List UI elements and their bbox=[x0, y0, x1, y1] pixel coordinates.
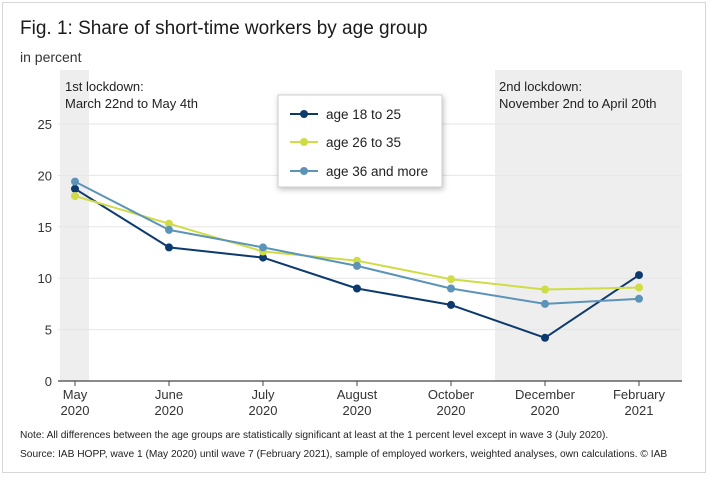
x-tick-label-year: 2020 bbox=[437, 403, 466, 418]
series-1-point bbox=[259, 253, 267, 262]
x-tick-label: February bbox=[613, 387, 666, 402]
series-1-point bbox=[165, 243, 173, 252]
x-tick-label: May bbox=[63, 387, 88, 402]
series-1-point bbox=[353, 284, 361, 293]
lockdown-2-label-line1: 2nd lockdown: bbox=[499, 79, 582, 94]
legend-label-2: age 26 to 35 bbox=[326, 135, 401, 150]
x-axis-ticks: May2020June2020July2020August2020October… bbox=[61, 381, 666, 418]
y-tick-label: 25 bbox=[38, 117, 52, 132]
y-axis-ticks: 0 5 10 15 20 25 bbox=[38, 117, 52, 389]
x-tick-label: December bbox=[515, 387, 576, 402]
series-3-point bbox=[353, 261, 361, 270]
series-3-point bbox=[447, 284, 455, 293]
lockdown-1-label-line1: 1st lockdown: bbox=[65, 79, 144, 94]
x-tick-label-year: 2020 bbox=[155, 403, 184, 418]
y-tick-label: 20 bbox=[38, 168, 52, 183]
series-2-point bbox=[447, 275, 455, 284]
x-tick-label-year: 2020 bbox=[531, 403, 560, 418]
lockdown-2-label-line2: November 2nd to April 20th bbox=[499, 96, 657, 111]
series-3-point bbox=[71, 177, 79, 186]
y-tick-label: 15 bbox=[38, 220, 52, 235]
series-1-point bbox=[447, 300, 455, 309]
series-3-point bbox=[165, 225, 173, 234]
chart-title: Fig. 1: Share of short-time workers by a… bbox=[20, 18, 428, 39]
y-tick-label: 5 bbox=[45, 323, 52, 338]
lockdown-1-label-line2: March 22nd to May 4th bbox=[65, 96, 198, 111]
x-tick-label: June bbox=[155, 387, 183, 402]
x-tick-label-year: 2020 bbox=[61, 403, 90, 418]
series-1-point bbox=[71, 184, 79, 193]
legend-label-1: age 18 to 25 bbox=[326, 107, 401, 122]
y-tick-label: 0 bbox=[45, 374, 52, 389]
legend: age 18 to 25 age 26 to 35 age 36 and mor… bbox=[277, 94, 443, 188]
series-3-point bbox=[259, 243, 267, 252]
series-2-point bbox=[165, 219, 173, 228]
series-2-point bbox=[71, 192, 79, 200]
x-tick-label-year: 2020 bbox=[249, 403, 278, 418]
chart-source: Source: IAB HOPP, wave 1 (May 2020) unti… bbox=[20, 449, 667, 460]
legend-swatch-marker-1 bbox=[300, 110, 308, 118]
series-1-point bbox=[541, 333, 549, 342]
series-layer bbox=[71, 177, 643, 342]
legend-label-3: age 36 and more bbox=[326, 164, 428, 179]
series-2-point bbox=[635, 283, 643, 292]
lockdown-1-shade bbox=[60, 70, 89, 381]
x-tick-label: October bbox=[428, 387, 475, 402]
x-tick-label-year: 2021 bbox=[625, 403, 654, 418]
y-tick-label: 10 bbox=[38, 271, 52, 286]
legend-swatch-marker-3 bbox=[300, 167, 308, 175]
series-3-point bbox=[541, 299, 549, 308]
x-tick-label-year: 2020 bbox=[343, 403, 372, 418]
lockdown-2-shade bbox=[495, 70, 682, 381]
chart-note: Note: All differences between the age gr… bbox=[20, 430, 608, 441]
x-tick-label: August bbox=[337, 387, 378, 402]
series-1-point bbox=[635, 271, 643, 280]
legend-swatch-marker-2 bbox=[300, 138, 308, 146]
x-tick-label: July bbox=[251, 387, 275, 402]
series-2-point bbox=[541, 285, 549, 294]
series-3-point bbox=[635, 294, 643, 303]
chart-subtitle: in percent bbox=[20, 49, 82, 65]
